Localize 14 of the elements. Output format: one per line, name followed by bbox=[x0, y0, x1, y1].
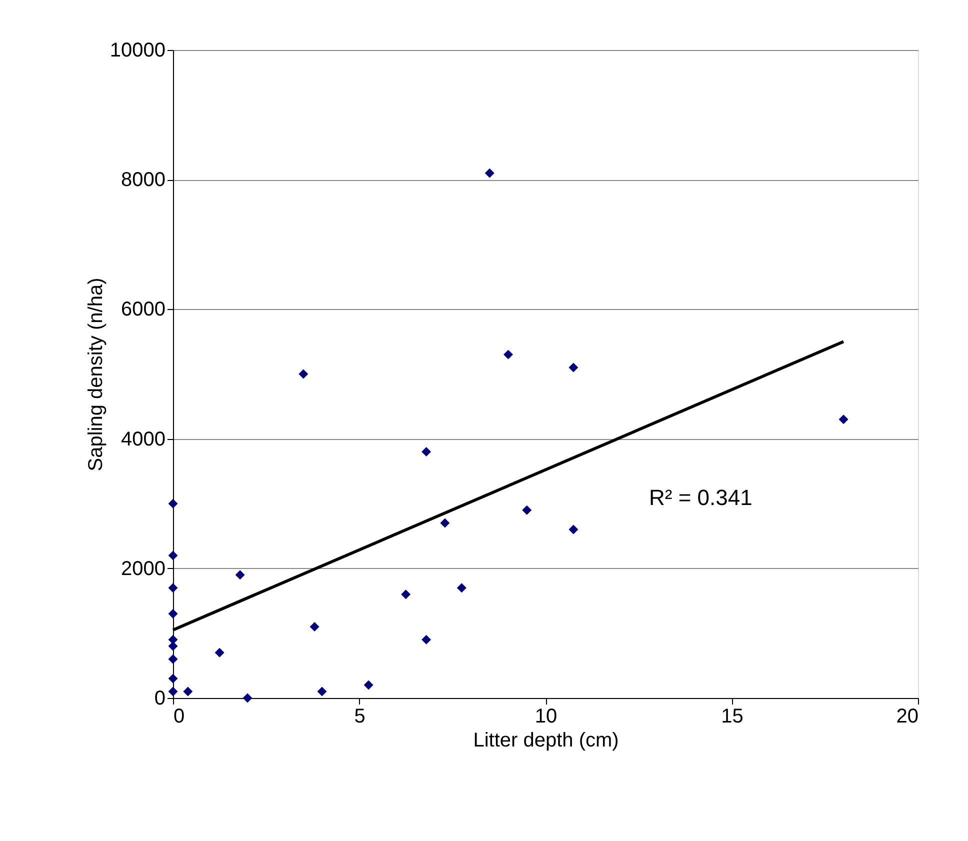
x-tick-label: 15 bbox=[721, 706, 744, 728]
y-tick-label: 0 bbox=[154, 688, 166, 710]
x-axis-title: Litter depth (cm) bbox=[473, 730, 619, 752]
x-tick-label: 10 bbox=[534, 706, 558, 728]
y-tick-label: 4000 bbox=[121, 428, 166, 450]
x-tick-label: 5 bbox=[354, 706, 366, 728]
x-tick-label: 20 bbox=[896, 706, 918, 728]
y-tick-label: 6000 bbox=[121, 298, 166, 321]
y-tick-label: 2000 bbox=[121, 558, 166, 580]
y-axis-title: Sapling density (n/ha) bbox=[84, 278, 107, 472]
annotation: R² = 0.341 bbox=[649, 485, 752, 510]
x-tick-label: 0 bbox=[174, 706, 185, 728]
y-tick-label: 8000 bbox=[121, 169, 166, 192]
y-tick-label: 10000 bbox=[110, 40, 166, 62]
